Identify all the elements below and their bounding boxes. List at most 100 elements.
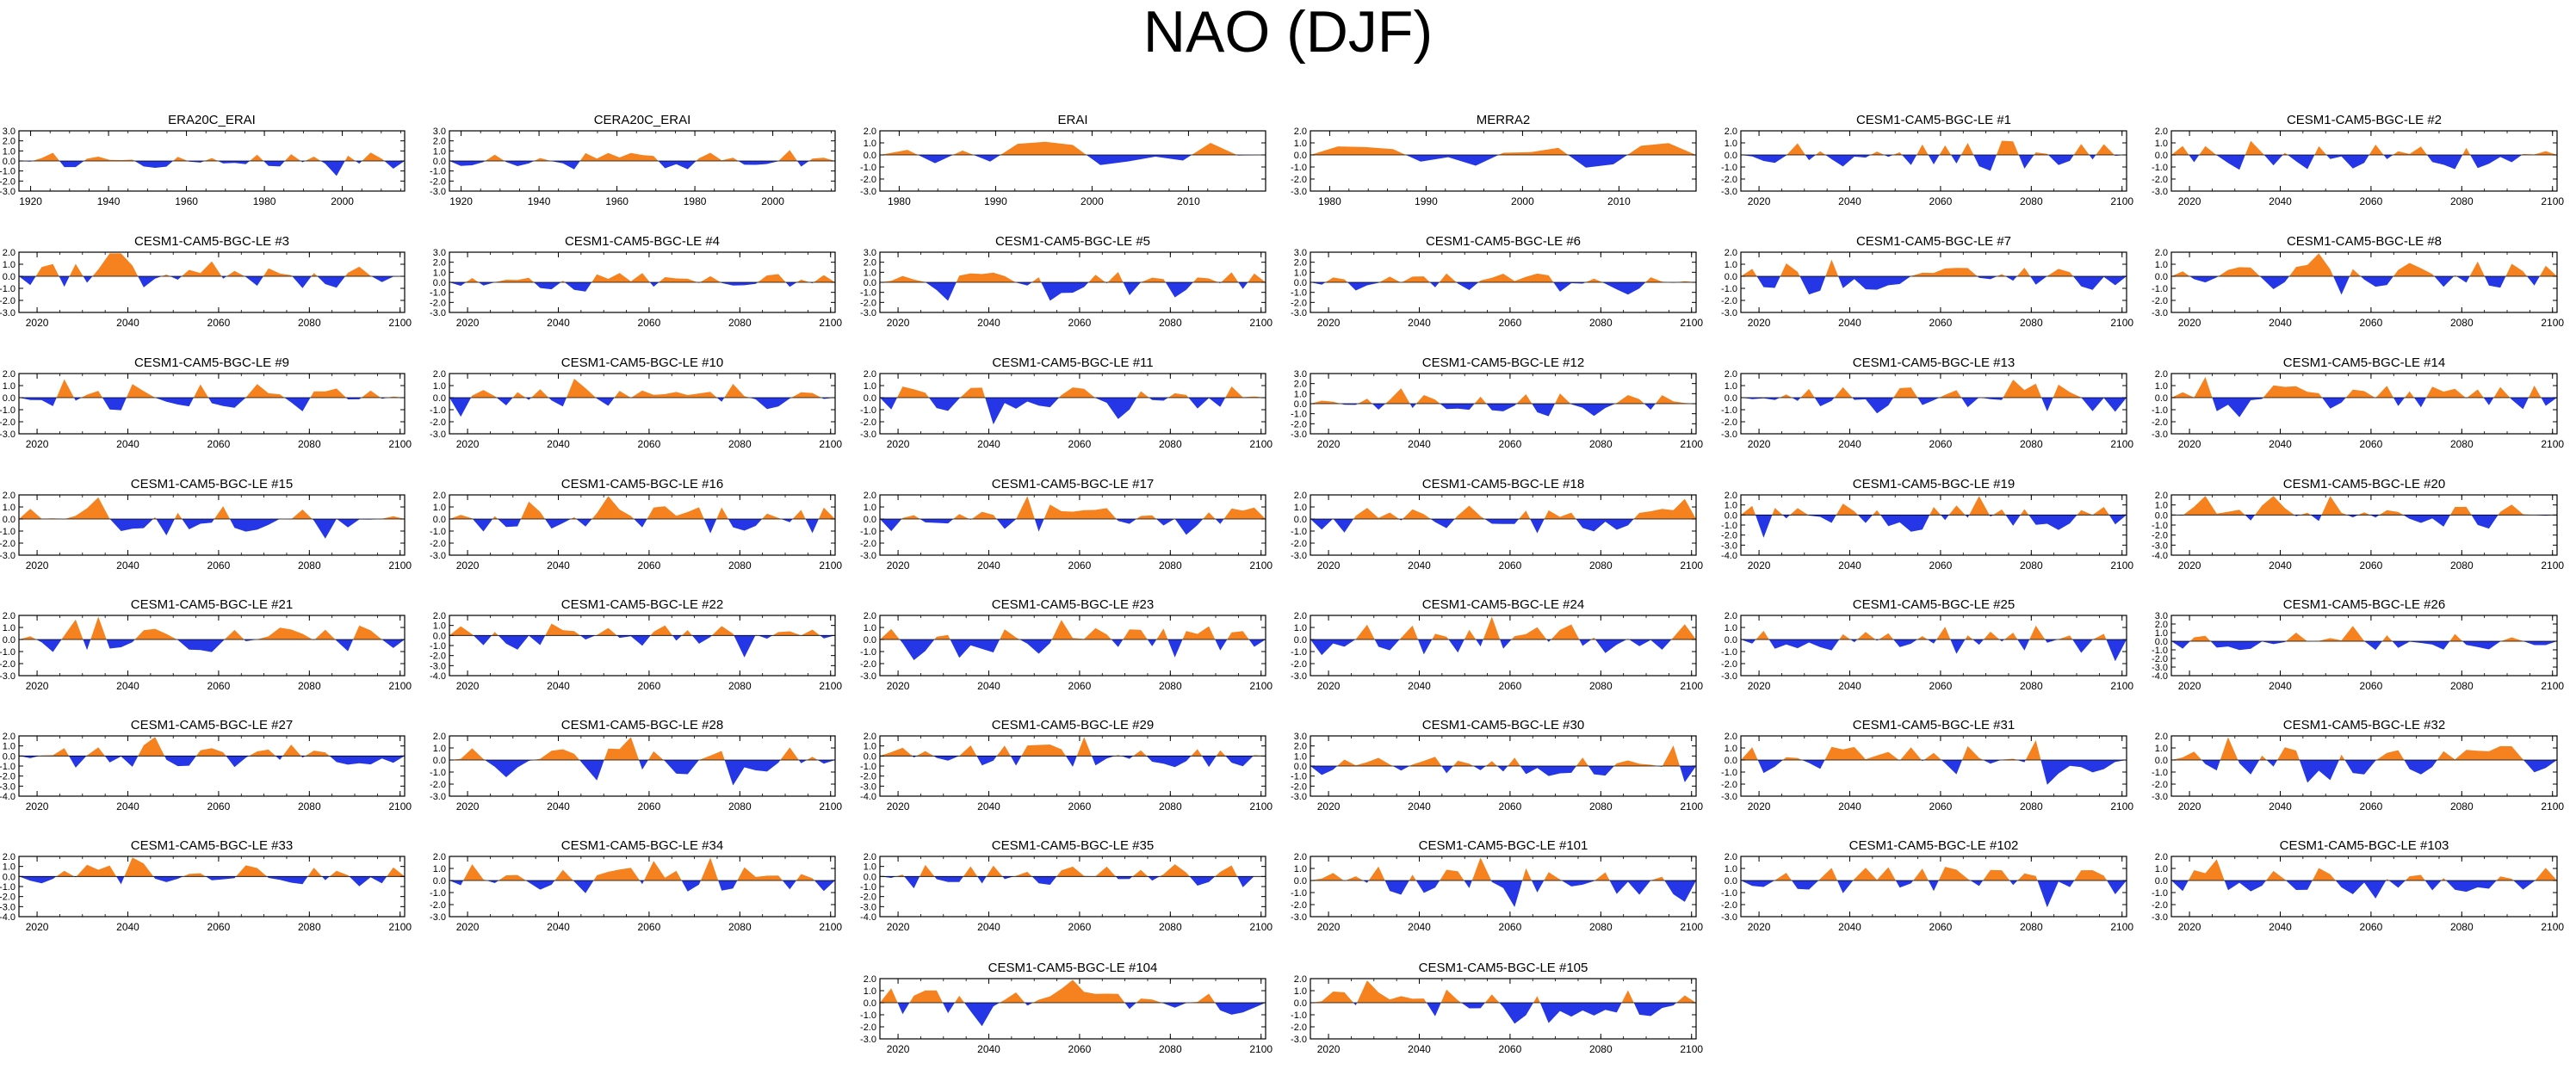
x-tick-label: 2020: [456, 559, 480, 572]
x-tick-label: 2060: [1499, 680, 1522, 692]
y-tick-label: -1.0: [0, 527, 15, 537]
y-tick-label: 0.0: [864, 151, 876, 161]
y-tick-label: -1.0: [0, 762, 15, 772]
y-tick-label: 0.0: [433, 278, 446, 288]
negative-area: [1756, 276, 2127, 295]
y-tick-label: 1.0: [864, 862, 876, 873]
x-tick-label: 2040: [1408, 680, 1431, 692]
x-tick-label: 2020: [887, 680, 910, 692]
x-tick-label: 2060: [1499, 438, 1522, 450]
y-tick-label: 1.0: [1294, 139, 1307, 149]
y-tick-label: -2.0: [1721, 296, 1737, 306]
negative-area: [36, 640, 405, 652]
y-tick-label: 2.0: [2155, 369, 2168, 380]
y-tick-label: 2.0: [1294, 491, 1307, 501]
x-tick-label: 2100: [2541, 317, 2564, 329]
y-tick-label: -1.0: [1291, 888, 1307, 899]
chart-panel: CESM1-CAM5-BGC-LE #5 3.02.01.00.0-1.0-2.0…: [860, 234, 1273, 329]
y-tick-label: -3.0: [1291, 187, 1307, 197]
panel-title: CESM1-CAM5-BGC-LE #12: [1422, 355, 1584, 370]
y-tick-label: 2.0: [864, 611, 876, 621]
x-tick-label: 2040: [1408, 438, 1431, 450]
plot-frame: [18, 494, 406, 556]
x-tick-label: 2100: [2110, 438, 2133, 450]
positive-area: [1756, 625, 2107, 640]
y-tick-label: -4.0: [2152, 671, 2168, 682]
panel-title: MERRA2: [1477, 113, 1531, 127]
negative-area: [2201, 760, 2557, 783]
x-tick-label: 2000: [761, 195, 784, 207]
chart-panel: CESM1-CAM5-BGC-LE #9 2.01.00.0-1.0-2.0-3.…: [0, 355, 412, 450]
positive-area: [1310, 143, 1696, 155]
x-tick-label: 2020: [1317, 800, 1341, 813]
y-tick-label: -3.0: [430, 187, 446, 197]
panel-title: ERA20C_ERAI: [168, 113, 256, 127]
chart-panel: CESM1-CAM5-BGC-LE #24 2.0 1.0 0.0-1.0-2.0-3…: [1291, 597, 1703, 692]
y-tick-label: 0.0: [1294, 762, 1307, 772]
negative-area: [449, 161, 809, 170]
chart-panel: CESM1-CAM5-BGC-LE #21 2.0 1.0 0.0-1.0-2.0-3…: [0, 597, 412, 692]
y-tick-label: 0.0: [864, 635, 876, 646]
x-tick-label: 2040: [116, 800, 139, 813]
panel-title: CESM1-CAM5-BGC-LE #3: [134, 234, 289, 249]
y-tick-label: -2.0: [430, 652, 446, 662]
chart-panel: CESM1-CAM5-BGC-LE #103 2.0 1.0 0.0-1.0-2.0-…: [2152, 838, 2564, 933]
negative-area: [19, 398, 388, 411]
y-tick-label: 0.0: [1725, 393, 1737, 404]
positive-area: [466, 273, 835, 282]
x-tick-label: 2060: [638, 317, 661, 329]
x-tick-label: 2080: [2020, 680, 2043, 692]
y-tick-label: 2.0: [3, 137, 15, 147]
y-tick-label: 1.0: [864, 742, 876, 752]
x-tick-label: 2100: [1249, 317, 1273, 329]
positive-area: [32, 152, 385, 161]
x-tick-label: 2080: [298, 438, 321, 450]
chart-panel: ERA20C_ERAI 3.02.01.00.0-1.0-2.0-3.0 1920 1…: [0, 113, 406, 207]
plot-frame: [1740, 373, 2127, 435]
chart-panel: CESM1-CAM5-BGC-LE #4 3.02.01.00.0-1.0-2.0…: [430, 234, 842, 329]
y-tick-label: -2.0: [0, 296, 15, 306]
plot-frame: [449, 735, 836, 797]
x-tick-label: 2060: [1068, 317, 1092, 329]
panel-title: CESM1-CAM5-BGC-LE #9: [134, 355, 289, 370]
x-tick-label: 2040: [1408, 921, 1431, 933]
x-tick-label: 2020: [456, 800, 480, 813]
panel-title: CESM1-CAM5-BGC-LE #35: [992, 838, 1154, 853]
x-tick-label: 2020: [1317, 1043, 1341, 1055]
y-tick-label: 2.0: [864, 258, 876, 269]
x-tick-label: 2100: [388, 800, 412, 813]
y-tick-label: -1.0: [2152, 521, 2168, 531]
x-tick-label: 2080: [2450, 800, 2474, 813]
y-tick-label: 1.0: [1725, 623, 1737, 633]
y-tick-label: 1.0: [1294, 751, 1307, 762]
y-tick-label: -3.0: [1721, 308, 1737, 318]
negative-area: [1310, 519, 1634, 534]
y-tick-label: 2.0: [1725, 248, 1737, 258]
panel-title: CESM1-CAM5-BGC-LE #103: [2280, 838, 2449, 853]
x-tick-label: 2040: [1838, 680, 1861, 692]
y-tick-label: 2.0: [1294, 974, 1307, 985]
x-tick-label: 2060: [1929, 317, 1953, 329]
plot-frame: [879, 856, 1266, 918]
chart-panel: CESM1-CAM5-BGC-LE #102 2.0 1.0 0.0-1.0-2.0-…: [1721, 838, 2133, 933]
x-tick-label: 2060: [2360, 559, 2383, 572]
y-tick-label: 1.0: [1725, 744, 1737, 754]
panel-title: CESM1-CAM5-BGC-LE #13: [1853, 355, 2015, 370]
x-tick-label: 2060: [207, 559, 231, 572]
y-tick-label: 2.0: [1294, 742, 1307, 752]
panel-title: CESM1-CAM5-BGC-LE #14: [2283, 355, 2445, 370]
y-tick-label: 0.0: [2155, 393, 2168, 404]
x-tick-label: 2060: [1499, 800, 1522, 813]
y-tick-label: 1.0: [433, 744, 446, 754]
x-tick-label: 1940: [97, 195, 121, 207]
y-tick-label: 1.0: [1294, 268, 1307, 278]
negative-area: [1310, 282, 1677, 295]
chart-panel: CESM1-CAM5-BGC-LE #29 2.01.00.0-1.0-2.0-3…: [860, 718, 1273, 813]
x-tick-label: 2020: [26, 559, 49, 572]
x-tick-label: 2060: [1929, 800, 1953, 813]
positive-area: [1325, 273, 1696, 282]
plot-frame: [1310, 856, 1697, 918]
y-tick-label: -3.0: [1721, 671, 1737, 682]
y-tick-label: 2.0: [433, 611, 446, 621]
negative-area: [1741, 155, 2127, 171]
